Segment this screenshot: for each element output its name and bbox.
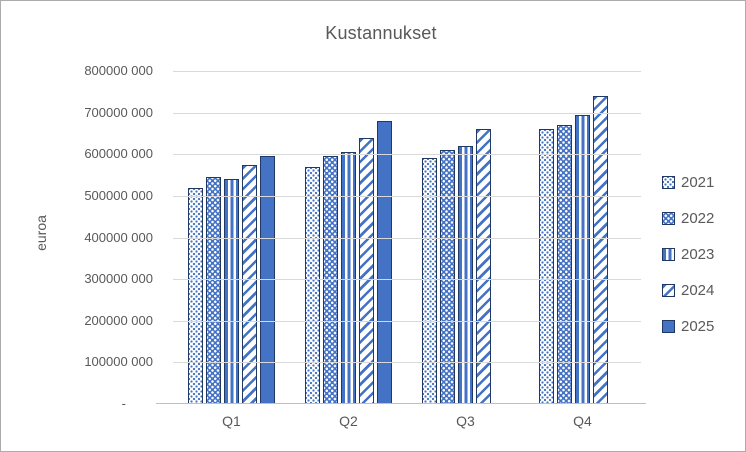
gridline — [173, 195, 641, 197]
legend-swatch-2025-icon — [662, 320, 675, 333]
legend-item-2025: 2025 — [662, 315, 714, 338]
gridline — [173, 112, 641, 114]
y-tick-label: 500000 000 — [84, 187, 153, 203]
legend: 2021 2022 2023 2024 2025 — [662, 171, 714, 351]
bar-2021-q3 — [422, 158, 437, 404]
legend-label-2024: 2024 — [681, 282, 715, 299]
y-axis-tick-labels: 800000 000 700000 000 600000 000 500000 000… — [41, 63, 153, 411]
bar-2022-q2 — [323, 156, 338, 404]
gridline — [173, 237, 641, 239]
x-axis-category-labels: Q1 Q2 Q3 Q4 — [173, 413, 641, 429]
bar-2024-q2 — [359, 137, 374, 404]
bar-2021-q1 — [188, 187, 203, 404]
legend-swatch-2023-icon — [662, 248, 675, 261]
x-category-label-q3: Q3 — [456, 413, 475, 429]
gridline — [173, 362, 641, 364]
bar-group-q3 — [407, 71, 524, 404]
y-tick-label: 800000 000 — [84, 63, 153, 78]
bar-2025-q1 — [260, 156, 275, 404]
bar-2024-q1 — [242, 164, 257, 404]
gridline — [173, 279, 641, 281]
gridline — [173, 71, 641, 72]
y-tick-label: 600000 000 — [84, 146, 153, 162]
legend-label-2021: 2021 — [681, 174, 715, 191]
plot-area — [173, 71, 641, 404]
x-axis-line — [156, 403, 646, 404]
legend-item-2023: 2023 — [662, 243, 714, 266]
bar-group-q1 — [173, 71, 290, 404]
bar-2024-q3 — [476, 129, 491, 404]
gridline — [173, 154, 641, 156]
legend-item-2022: 2022 — [662, 207, 714, 230]
bar-group-q2 — [290, 71, 407, 404]
gridline — [173, 320, 641, 322]
y-tick-label: 700000 000 — [84, 104, 153, 120]
x-category-label-q4: Q4 — [573, 413, 592, 429]
x-category-label-q2: Q2 — [339, 413, 358, 429]
chart-title: Kustannukset — [325, 23, 437, 43]
legend-item-2021: 2021 — [662, 171, 714, 194]
bar-2022-q3 — [440, 150, 455, 404]
x-category-label-q1: Q1 — [222, 413, 241, 429]
bar-2021-q2 — [305, 166, 320, 404]
y-tick-label: 100000 000 — [84, 354, 153, 370]
bar-2023-q3 — [458, 145, 473, 404]
bar-2024-q4 — [593, 96, 608, 404]
bar-2023-q2 — [341, 152, 356, 404]
legend-swatch-2021-icon — [662, 176, 675, 189]
bar-2025-q2 — [377, 120, 392, 404]
bar-2022-q4 — [557, 125, 572, 404]
legend-label-2022: 2022 — [681, 210, 715, 227]
y-tick-label: 200000 000 — [84, 312, 153, 328]
y-tick-label: 300000 000 — [84, 271, 153, 287]
legend-label-2023: 2023 — [681, 246, 715, 263]
bar-2023-q4 — [575, 114, 590, 404]
legend-swatch-2024-icon — [662, 284, 675, 297]
y-tick-label: - — [121, 396, 126, 411]
bar-2021-q4 — [539, 129, 554, 404]
legend-label-2025: 2025 — [681, 318, 715, 335]
legend-item-2024: 2024 — [662, 279, 714, 302]
bar-group-q4 — [524, 71, 641, 404]
y-tick-label: 400000 000 — [84, 229, 153, 245]
bar-groups — [173, 71, 641, 404]
bar-2023-q1 — [224, 179, 239, 404]
legend-swatch-2022-icon — [662, 212, 675, 225]
bar-2022-q1 — [206, 177, 221, 404]
